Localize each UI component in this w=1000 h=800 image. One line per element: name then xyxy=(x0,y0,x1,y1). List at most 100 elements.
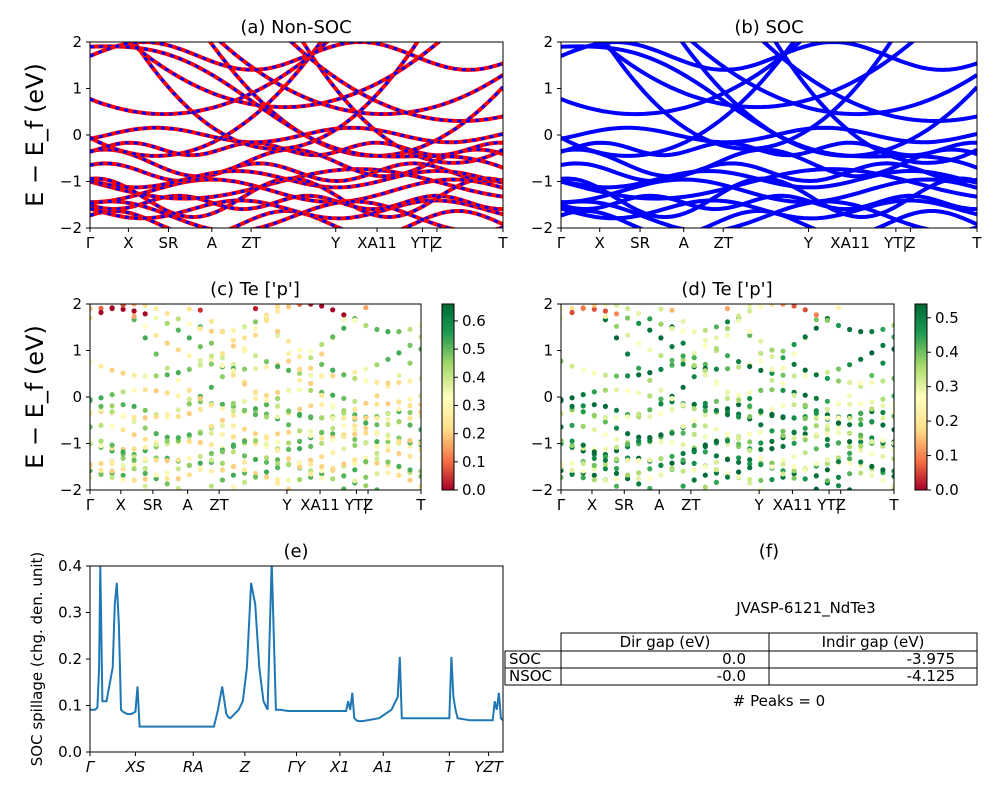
ytick-label: 0.2 xyxy=(58,650,82,668)
projection-point xyxy=(780,348,786,354)
projection-point xyxy=(120,389,126,395)
projection-point xyxy=(680,423,686,429)
projection-point xyxy=(308,348,314,354)
xtick-label: XA11 xyxy=(300,496,340,514)
projection-point xyxy=(131,446,137,452)
projection-point xyxy=(747,447,753,454)
projection-point xyxy=(341,410,347,416)
projection-point xyxy=(330,392,336,398)
projection-point xyxy=(352,317,358,323)
band-line xyxy=(561,44,977,170)
projection-point xyxy=(120,472,126,478)
projection-point xyxy=(341,317,347,323)
projection-point xyxy=(802,450,808,456)
colorbar-label: 0.6 xyxy=(462,312,486,330)
projection-point xyxy=(418,346,421,352)
projection-point xyxy=(407,477,413,483)
projection-point xyxy=(352,375,358,381)
projection-point xyxy=(120,427,126,433)
projection-point xyxy=(658,321,664,327)
projection-point xyxy=(769,446,775,452)
projection-point xyxy=(98,309,104,316)
projection-point xyxy=(680,328,686,334)
projection-point xyxy=(613,407,620,413)
projection-point xyxy=(602,457,609,463)
ytick-label: 0 xyxy=(72,388,82,406)
projection-point xyxy=(847,439,853,445)
projection-point xyxy=(142,335,148,341)
projection-point xyxy=(418,413,421,419)
projection-point xyxy=(791,402,797,408)
band-line xyxy=(90,126,503,144)
table-cell: -4.125 xyxy=(907,667,955,685)
panel-f: (f) JVASP-6121_NdTe3 Dir gap (eV) Indir … xyxy=(504,541,978,710)
panel-e: (e) 0.4 0.3 0.2 0.1 0.0 Γ XS RA Z ΓY X1 A1 T YZT SOC… xyxy=(28,541,505,776)
projection-point xyxy=(263,392,270,398)
projection-point xyxy=(164,390,170,396)
projection-point xyxy=(669,439,675,446)
projection-point xyxy=(197,406,203,412)
projection-point xyxy=(109,461,115,467)
projection-point xyxy=(297,460,303,466)
projection-point xyxy=(647,457,653,463)
projection-point xyxy=(153,351,159,357)
projection-point xyxy=(131,432,137,438)
panel-a-title: (a) Non-SOC xyxy=(240,17,351,38)
xtick-label: ZT xyxy=(209,496,229,514)
projection-point xyxy=(835,305,842,311)
projection-point xyxy=(647,347,653,353)
projection-point xyxy=(891,440,894,446)
projection-point xyxy=(175,393,181,399)
projection-point xyxy=(724,366,731,372)
projection-point xyxy=(98,305,104,311)
projection-point xyxy=(613,436,620,442)
projection-point xyxy=(891,427,894,433)
projection-point xyxy=(869,419,875,425)
projection-point xyxy=(330,437,336,443)
panel-c-ylabel: E − E_f (eV) xyxy=(21,325,49,469)
ytick-label: 0.4 xyxy=(58,557,82,575)
projection-point xyxy=(802,402,808,408)
projection-point xyxy=(569,461,575,467)
projection-point xyxy=(219,401,225,407)
projection-point xyxy=(98,395,104,401)
projection-point xyxy=(319,351,325,357)
projection-point xyxy=(824,415,831,421)
projection-point xyxy=(869,435,875,441)
projection-point xyxy=(561,463,564,469)
projection-point xyxy=(330,467,336,473)
projection-point xyxy=(824,406,831,412)
projection-point xyxy=(407,453,413,459)
projection-point xyxy=(164,481,170,487)
projection-point xyxy=(758,456,764,462)
projection-point xyxy=(98,403,104,409)
projection-point xyxy=(197,325,203,332)
projection-point xyxy=(835,440,842,446)
projection-point xyxy=(569,438,575,444)
projection-point xyxy=(363,455,369,461)
projection-point xyxy=(418,409,421,415)
projection-point xyxy=(691,401,697,407)
table-cell: -3.975 xyxy=(907,650,955,668)
projection-point xyxy=(636,390,642,396)
projection-point xyxy=(724,438,731,444)
projection-point xyxy=(747,480,753,486)
projection-point xyxy=(891,468,894,474)
projection-point xyxy=(625,351,631,357)
projection-point xyxy=(713,366,720,372)
projection-point xyxy=(636,372,642,378)
projection-point xyxy=(680,457,686,463)
projection-point xyxy=(658,366,664,372)
projection-point xyxy=(880,403,886,409)
projection-point xyxy=(120,455,126,461)
projection-point xyxy=(813,473,819,479)
projection-point xyxy=(352,406,358,412)
projection-point xyxy=(847,393,853,399)
colorbar-label: 0.4 xyxy=(935,343,959,361)
projection-point xyxy=(319,304,325,309)
projection-point xyxy=(241,366,248,372)
projection-point xyxy=(780,428,786,434)
projection-point xyxy=(647,393,653,399)
projection-point xyxy=(241,335,248,341)
projection-point xyxy=(613,323,620,329)
